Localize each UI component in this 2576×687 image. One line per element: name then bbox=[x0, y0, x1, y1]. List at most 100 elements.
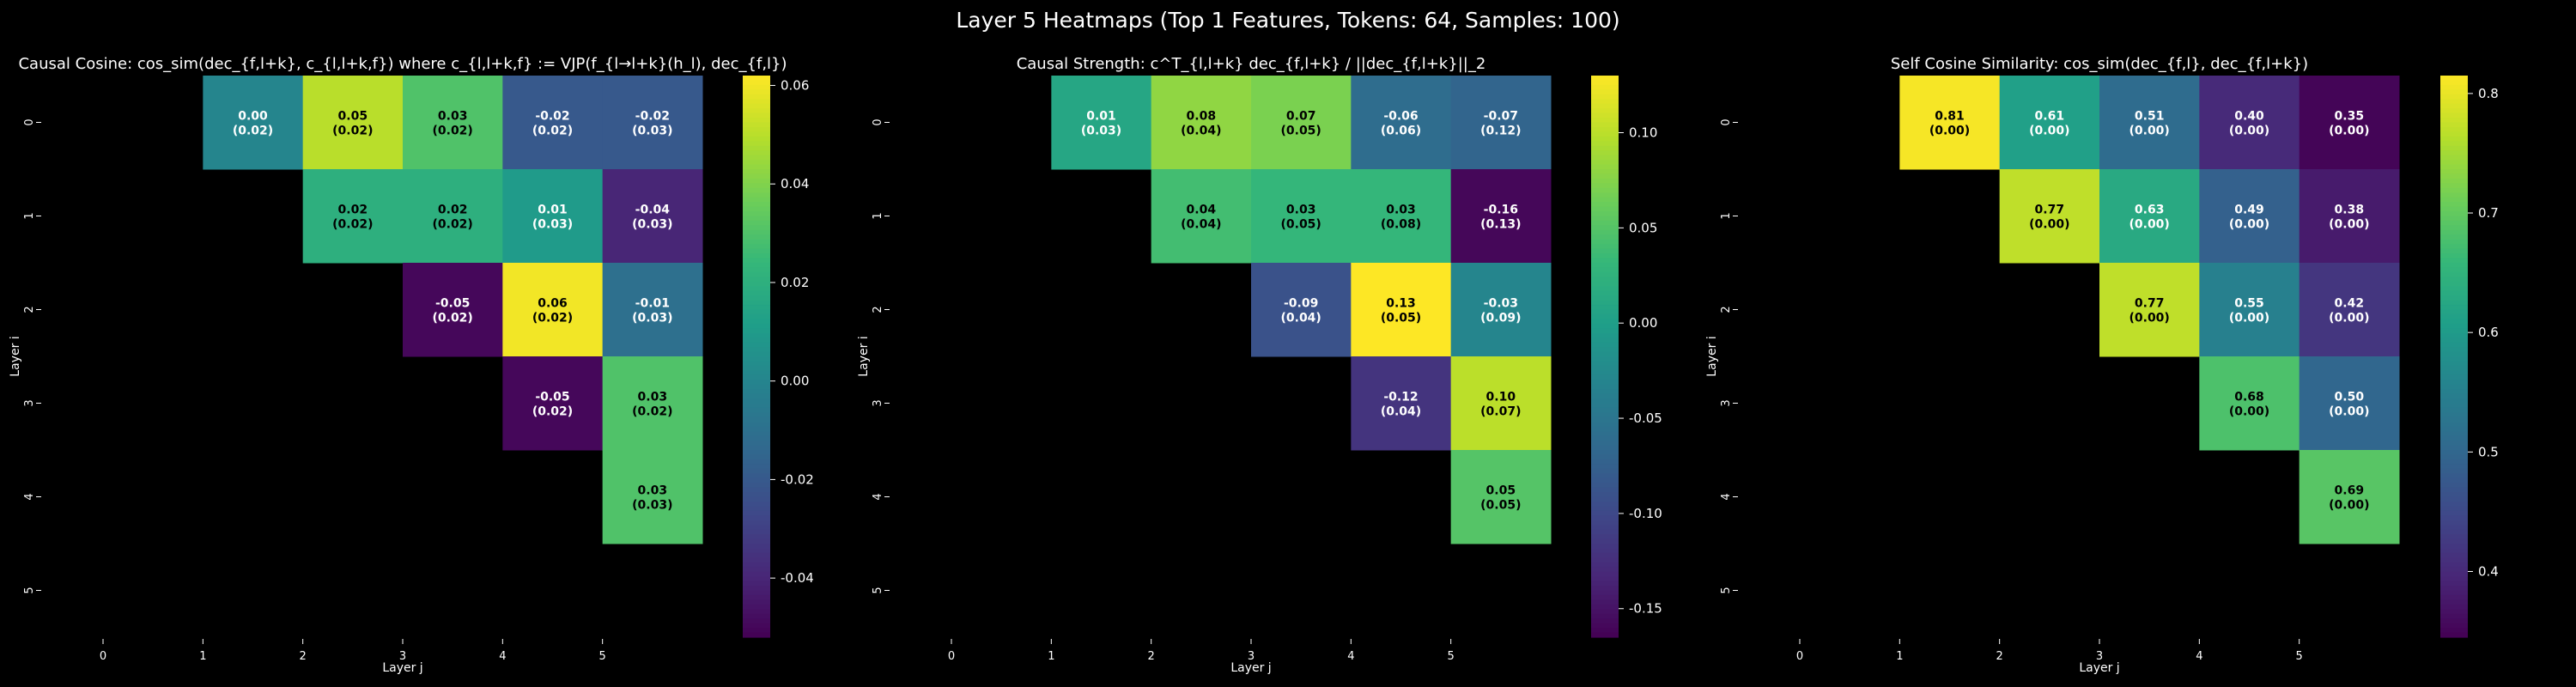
colorbar-segment bbox=[1591, 286, 1619, 292]
colorbar-segment bbox=[2440, 187, 2468, 193]
colorbar-segment bbox=[1591, 220, 1619, 226]
colorbar-segment bbox=[2440, 145, 2468, 151]
colorbar-segment bbox=[2440, 538, 2468, 544]
cell-sd-label: (0.02) bbox=[532, 405, 573, 419]
colorbar-tick-label: 0.8 bbox=[2478, 86, 2499, 101]
colorbar-segment bbox=[2440, 609, 2468, 615]
colorbar-segment bbox=[743, 506, 770, 512]
colorbar-segment bbox=[2440, 548, 2468, 554]
colorbar-segment bbox=[1591, 613, 1619, 619]
heatmap-cell bbox=[1251, 263, 1352, 357]
colorbar-segment bbox=[1591, 229, 1619, 235]
colorbar-segment bbox=[743, 164, 770, 170]
colorbar-segment bbox=[743, 136, 770, 142]
x-axis-label: Layer j bbox=[382, 661, 422, 675]
colorbar-segment bbox=[2440, 155, 2468, 161]
colorbar-segment bbox=[743, 192, 770, 198]
colorbar-segment bbox=[743, 118, 770, 124]
colorbar-segment bbox=[1591, 623, 1619, 629]
colorbar-segment bbox=[743, 89, 770, 95]
colorbar-segment bbox=[743, 586, 770, 592]
cell-value-label: 0.55 bbox=[2234, 297, 2264, 311]
colorbar-segment bbox=[1591, 412, 1619, 418]
cell-value-label: 0.03 bbox=[638, 484, 668, 498]
colorbar-segment bbox=[2440, 271, 2468, 277]
heatmap-cell bbox=[1450, 356, 1552, 451]
colorbar-segment bbox=[1591, 94, 1619, 100]
colorbar-segment bbox=[743, 248, 770, 254]
colorbar-segment bbox=[743, 468, 770, 474]
cell-value-label: -0.02 bbox=[535, 110, 569, 124]
colorbar-segment bbox=[1591, 398, 1619, 404]
colorbar-tick-label: 0.06 bbox=[781, 77, 809, 93]
colorbar-segment bbox=[1591, 370, 1619, 376]
heatmap-cell bbox=[403, 169, 503, 264]
colorbar-segment bbox=[1591, 628, 1619, 634]
colorbar-tick-label: -0.04 bbox=[781, 570, 814, 586]
colorbar-segment bbox=[2440, 150, 2468, 156]
colorbar-segment bbox=[1591, 305, 1619, 311]
y-axis-label: Layer i bbox=[1705, 336, 1719, 376]
colorbar-segment bbox=[1591, 534, 1619, 540]
colorbar-segment bbox=[743, 557, 770, 563]
colorbar-segment bbox=[1591, 131, 1619, 137]
colorbar-segment bbox=[2440, 319, 2468, 325]
colorbar-segment bbox=[1591, 347, 1619, 353]
colorbar-segment bbox=[743, 253, 770, 259]
colorbar-segment bbox=[743, 286, 770, 292]
y-tick-label: 0 bbox=[872, 119, 884, 125]
heatmap-cell bbox=[1251, 169, 1352, 264]
colorbar-segment bbox=[2440, 202, 2468, 208]
colorbar-segment bbox=[743, 445, 770, 451]
colorbar-segment bbox=[1591, 313, 1619, 319]
cell-value-label: -0.07 bbox=[1484, 110, 1518, 124]
x-tick-label: 2 bbox=[300, 650, 307, 663]
colorbar-segment bbox=[1591, 374, 1619, 380]
y-axis-label: Layer i bbox=[857, 336, 871, 376]
x-tick-label: 0 bbox=[100, 650, 106, 663]
colorbar-segment bbox=[743, 403, 770, 409]
colorbar-segment bbox=[743, 501, 770, 507]
y-tick-label: 4 bbox=[1720, 493, 1733, 500]
colorbar-segment bbox=[743, 407, 770, 413]
cell-value-label: 0.08 bbox=[1187, 110, 1217, 124]
y-tick-label: 5 bbox=[23, 587, 36, 593]
cell-value-label: 0.05 bbox=[1486, 484, 1516, 498]
heatmap-cell bbox=[2199, 169, 2300, 264]
panel-title: Causal Strength: c^T_{l,l+k} dec_{f,l+k}… bbox=[1017, 55, 1486, 73]
cell-sd-label: (0.02) bbox=[432, 218, 472, 232]
cell-value-label: 0.61 bbox=[2035, 110, 2065, 124]
cell-sd-label: (0.00) bbox=[2329, 499, 2369, 513]
colorbar-segment bbox=[2440, 590, 2468, 596]
colorbar-segment bbox=[2440, 534, 2468, 540]
colorbar-segment bbox=[743, 300, 770, 306]
colorbar-segment bbox=[2440, 632, 2468, 638]
colorbar-segment bbox=[2440, 328, 2468, 334]
cell-sd-label: (0.00) bbox=[1929, 125, 1970, 138]
x-axis-label: Layer j bbox=[1230, 661, 1271, 675]
colorbar-segment bbox=[1591, 169, 1619, 175]
colorbar-segment bbox=[1591, 244, 1619, 250]
cell-sd-label: (0.05) bbox=[1381, 312, 1421, 325]
colorbar-segment bbox=[2440, 435, 2468, 441]
colorbar-segment bbox=[1591, 118, 1619, 124]
colorbar-tick-label: 0.10 bbox=[1629, 125, 1657, 141]
cell-sd-label: (0.03) bbox=[632, 312, 672, 325]
cell-sd-label: (0.12) bbox=[1480, 125, 1521, 138]
colorbar-segment bbox=[2440, 529, 2468, 535]
cell-sd-label: (0.04) bbox=[1381, 405, 1421, 419]
cell-sd-label: (0.03) bbox=[632, 125, 672, 138]
colorbar-segment bbox=[743, 412, 770, 418]
cell-sd-label: (0.02) bbox=[432, 125, 472, 138]
colorbar-segment bbox=[2440, 450, 2468, 456]
colorbar-segment bbox=[2440, 599, 2468, 605]
colorbar-segment bbox=[743, 604, 770, 610]
heatmap-cell bbox=[2299, 356, 2400, 451]
heatmap-cell bbox=[2299, 169, 2400, 264]
figure-title: Layer 5 Heatmaps (Top 1 Features, Tokens… bbox=[956, 8, 1619, 33]
colorbar-segment bbox=[2440, 206, 2468, 212]
colorbar-segment bbox=[2440, 628, 2468, 634]
colorbar-segment bbox=[743, 267, 770, 273]
colorbar-tick-label: 0.04 bbox=[781, 176, 809, 192]
colorbar-segment bbox=[1591, 145, 1619, 151]
